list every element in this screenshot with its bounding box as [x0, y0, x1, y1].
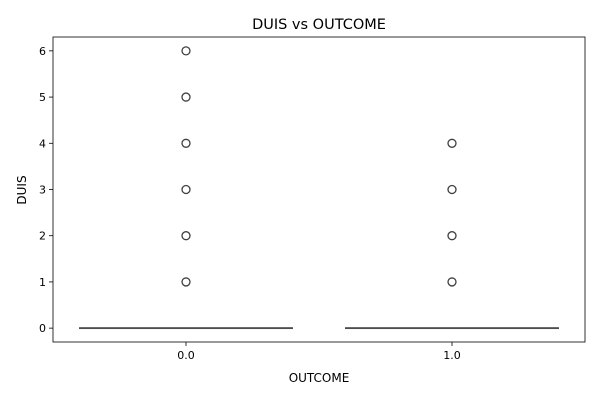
outlier-point	[181, 277, 191, 287]
y-axis-label: DUIS	[15, 175, 29, 204]
outlier-point	[181, 184, 191, 195]
y-tick-label: 1	[39, 276, 46, 289]
y-tick-label: 6	[39, 45, 46, 58]
outlier-series	[181, 46, 457, 287]
outlier-point	[181, 138, 191, 148]
y-tick-label: 3	[39, 184, 46, 197]
outlier-point	[181, 231, 191, 241]
x-axis: 0.0 1.0	[177, 342, 461, 362]
outlier-point	[447, 138, 457, 148]
y-tick-label: 4	[39, 137, 46, 150]
x-tick-label: 1.0	[443, 349, 461, 362]
outlier-point	[447, 184, 457, 195]
box-series	[78, 327, 560, 330]
outlier-point	[447, 231, 457, 241]
chart-title: DUIS vs OUTCOME	[252, 17, 386, 33]
outlier-point	[181, 92, 191, 102]
x-tick-label: 0.0	[177, 349, 195, 362]
y-tick-label: 5	[39, 91, 46, 104]
x-axis-label: OUTCOME	[289, 371, 350, 385]
y-tick-label: 0	[39, 322, 46, 335]
outlier-point	[181, 46, 191, 56]
outlier-point	[447, 277, 457, 287]
y-tick-label: 2	[39, 230, 46, 243]
y-axis: 0 1 2 3 4 5 6	[39, 45, 53, 335]
